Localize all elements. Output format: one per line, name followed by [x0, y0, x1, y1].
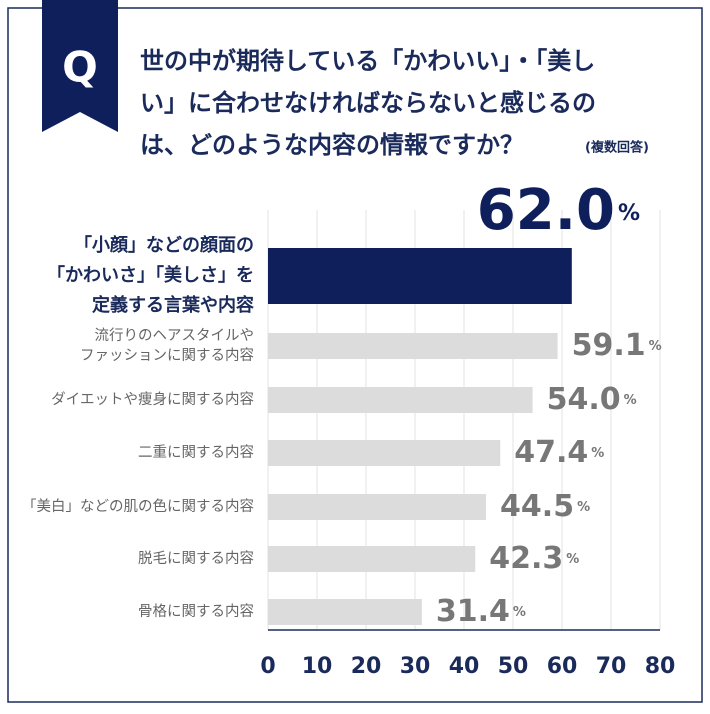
bar: [268, 333, 558, 359]
bar: [268, 387, 533, 413]
value-unit: %: [513, 605, 526, 620]
value-unit: %: [618, 201, 640, 226]
x-tick-label: 40: [449, 654, 480, 679]
frame: [7, 7, 703, 703]
bar: [268, 440, 501, 466]
category-label: 脱毛に関する内容: [138, 550, 254, 567]
category-label: 流行りのヘアスタイルや: [95, 327, 255, 344]
bar: [268, 546, 476, 572]
bar: [268, 599, 422, 625]
badge-text: Q: [62, 43, 98, 92]
value-number: 62.0: [477, 178, 615, 243]
value-label: 47.4%: [514, 435, 604, 470]
x-tick-label: 60: [547, 654, 578, 679]
x-tick-label: 20: [351, 654, 382, 679]
value-number: 44.5: [500, 489, 574, 524]
value-number: 42.3: [489, 541, 563, 576]
value-label: 44.5%: [500, 489, 590, 524]
category-label: 定義する言葉や内容: [92, 294, 254, 316]
bar: [268, 494, 487, 520]
title-line: 世の中が期待している「かわいい」・「美し: [140, 47, 595, 75]
subtitle: (複数回答): [585, 140, 649, 156]
value-number: 31.4: [436, 594, 510, 629]
value-number: 54.0: [547, 382, 621, 417]
category-label: 骨格に関する内容: [138, 603, 254, 620]
value-label: 54.0%: [547, 382, 637, 417]
x-tick-label: 80: [645, 654, 676, 679]
value-number: 47.4: [514, 435, 588, 470]
category-label: 「小顔」などの顔面の: [74, 234, 254, 256]
title-line: い」に合わせなければならないと感じるの: [140, 89, 596, 117]
category-label: 「かわいさ」「美しさ」を: [47, 264, 254, 286]
category-label: 「美白」などの肌の色に関する内容: [22, 498, 254, 515]
x-tick-label: 70: [596, 654, 627, 679]
value-label: 62.0%: [477, 178, 640, 243]
value-label: 59.1%: [572, 328, 662, 363]
x-tick-label: 10: [302, 654, 333, 679]
x-tick-label: 0: [260, 654, 275, 679]
value-unit: %: [649, 339, 662, 354]
title-line: は、どのような内容の情報ですか？: [140, 131, 524, 159]
x-tick-label: 30: [400, 654, 431, 679]
value-label: 42.3%: [489, 541, 579, 576]
badge: [42, 0, 118, 132]
category-label: ファッションに関する内容: [80, 347, 254, 364]
value-unit: %: [591, 446, 604, 461]
value-unit: %: [566, 552, 579, 567]
value-number: 59.1: [572, 328, 646, 363]
value-unit: %: [577, 500, 590, 515]
bar: [268, 248, 572, 304]
category-label: ダイエットや痩身に関する内容: [51, 390, 254, 408]
x-tick-label: 50: [498, 654, 529, 679]
value-label: 31.4%: [436, 594, 526, 629]
category-label: 二重に関する内容: [138, 444, 254, 461]
value-unit: %: [624, 393, 637, 408]
